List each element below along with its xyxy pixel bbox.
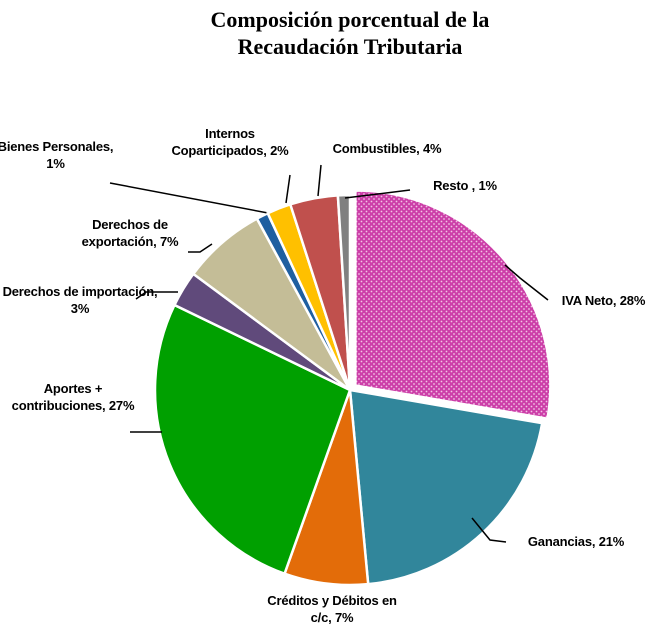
label-category: IVA Neto, [561,293,617,308]
data-label: Bienes Personales, 1% [0,138,123,172]
leader-line [317,164,322,197]
label-value: 4% [423,141,442,156]
leader-line [135,291,178,300]
leader-line [285,174,291,204]
label-category: Bienes Personales, [0,139,114,154]
label-category: Derechos de exportación, [81,217,168,249]
label-category: Aportes + contribuciones, [11,381,106,413]
label-category: Resto , [433,178,476,193]
pie-slice [336,193,352,391]
label-value: 3% [70,301,90,316]
leader-line [504,264,549,301]
chart-title: Composición porcentual de la Recaudación… [210,7,490,59]
leader-line [344,189,411,199]
label-category: Ganancias, [527,534,596,549]
label-value: 27% [108,398,135,413]
pie-slice [354,189,552,421]
label-value: 7% [334,610,354,625]
leader-line [471,517,507,543]
leader-line [188,243,213,253]
label-value: 7% [159,234,179,249]
data-label: Resto , 1% [410,177,520,194]
label-value: 1% [478,178,497,193]
leader-line [109,182,269,214]
label-value: 2% [270,143,289,158]
data-label: Créditos y Débitos en c/c, 7% [262,592,402,626]
pie-slice [153,303,352,576]
data-label: Derechos de importación, 3% [0,283,160,317]
data-label: IVA Neto, 28% [546,292,660,309]
data-label: Aportes + contribuciones, 27% [8,380,138,414]
label-category: Combustibles, [332,141,420,156]
label-value: 21% [598,534,625,549]
data-label: Derechos de exportación, 7% [55,216,205,250]
data-label: Combustibles, 4% [322,140,452,157]
label-value: 28% [619,293,646,308]
label-category: Créditos y Débitos en c/c, [267,593,397,625]
label-category: Derechos de importación, [2,284,158,299]
label-value: 1% [46,156,65,171]
data-label: Internos Coparticipados, 2% [170,125,290,159]
data-label: Ganancias, 21% [506,533,646,550]
label-category: Internos Coparticipados, [171,126,267,158]
pie-slice [348,388,544,586]
